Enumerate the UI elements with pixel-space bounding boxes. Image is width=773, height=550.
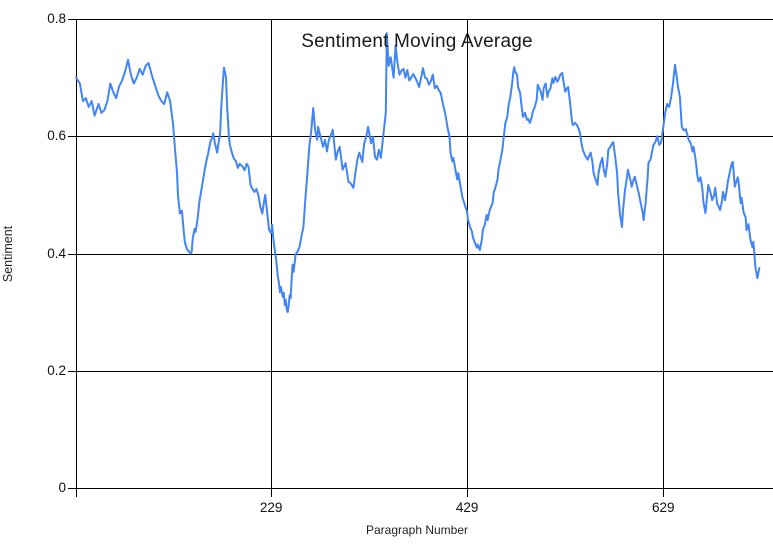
y-tick-label: 0.2 xyxy=(47,362,66,378)
y-axis-title: Sentiment xyxy=(1,225,15,283)
sentiment-line-series xyxy=(75,32,761,314)
y-tick-label: 0.4 xyxy=(47,245,66,261)
y-tick-label: 0.6 xyxy=(47,128,66,144)
x-axis-title: Paragraph Number xyxy=(365,523,469,537)
y-tick-label: 0 xyxy=(58,480,66,495)
y-tick-label: 0.8 xyxy=(47,11,66,26)
x-tick-label: 429 xyxy=(455,500,479,515)
x-tick-label: 229 xyxy=(259,500,283,515)
chart-title: Sentiment Moving Average xyxy=(301,31,533,52)
x-tick-label: 629 xyxy=(651,500,675,515)
